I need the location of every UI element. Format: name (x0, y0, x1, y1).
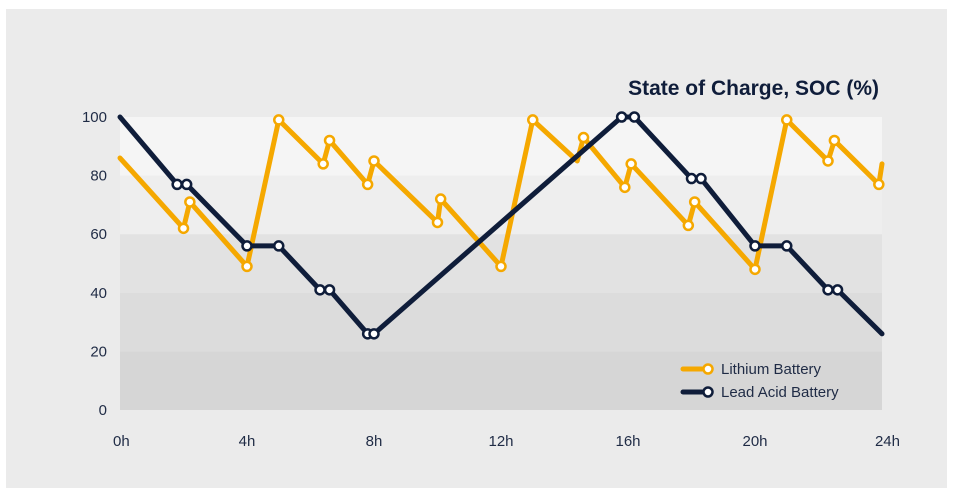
data-point (577, 131, 590, 144)
y-tick-label: 100 (82, 109, 107, 126)
data-point (431, 216, 444, 229)
data-point (434, 193, 447, 205)
data-point (682, 219, 695, 232)
data-point (273, 114, 285, 126)
data-point (831, 284, 844, 296)
data-point (184, 196, 196, 208)
data-point (495, 260, 507, 273)
x-tick-label: 12h (488, 433, 513, 450)
data-point (828, 134, 841, 147)
data-point (749, 240, 761, 252)
data-point (317, 158, 329, 170)
data-point (314, 284, 326, 296)
data-point (615, 111, 628, 123)
x-tick-label: 8h (366, 433, 383, 450)
y-tick-label: 80 (90, 168, 107, 185)
data-point (781, 240, 793, 252)
data-point (323, 134, 336, 147)
data-point (822, 155, 834, 167)
legend-swatch-marker (702, 386, 714, 398)
data-point (368, 328, 380, 340)
data-point (180, 178, 193, 191)
data-point (368, 155, 380, 167)
background-band (120, 292, 882, 352)
data-point (171, 178, 183, 191)
data-point (177, 222, 190, 235)
y-tick-label: 20 (90, 343, 107, 360)
x-tick-label: 20h (742, 433, 767, 450)
data-point (628, 111, 641, 123)
data-point (695, 172, 707, 185)
data-point (873, 178, 885, 191)
y-tick-label: 0 (99, 402, 107, 419)
x-tick-label: 0h (113, 433, 130, 450)
data-point (685, 172, 698, 185)
y-tick-label: 60 (90, 226, 107, 243)
legend-label: Lead Acid Battery (721, 384, 839, 401)
data-point (749, 263, 761, 276)
legend-swatch-marker (702, 363, 714, 375)
data-point (273, 240, 285, 252)
data-point (822, 284, 834, 296)
x-tick-label: 4h (239, 433, 256, 450)
y-tick-label: 40 (90, 285, 107, 302)
data-point (688, 196, 701, 208)
data-point (781, 114, 793, 126)
data-point (619, 181, 631, 194)
x-tick-label: 24h (875, 433, 900, 450)
data-point (241, 240, 253, 252)
data-point (625, 158, 637, 170)
background-band (120, 117, 882, 176)
data-point (323, 284, 336, 296)
chart-title: State of Charge, SOC (%) (628, 77, 879, 100)
data-point (527, 114, 539, 126)
background-band (120, 351, 882, 410)
legend-label: Lithium Battery (721, 361, 822, 378)
series-line-lead-acid (117, 114, 885, 337)
x-tick-label: 16h (615, 433, 640, 450)
data-point (241, 260, 253, 273)
data-point (361, 178, 374, 191)
